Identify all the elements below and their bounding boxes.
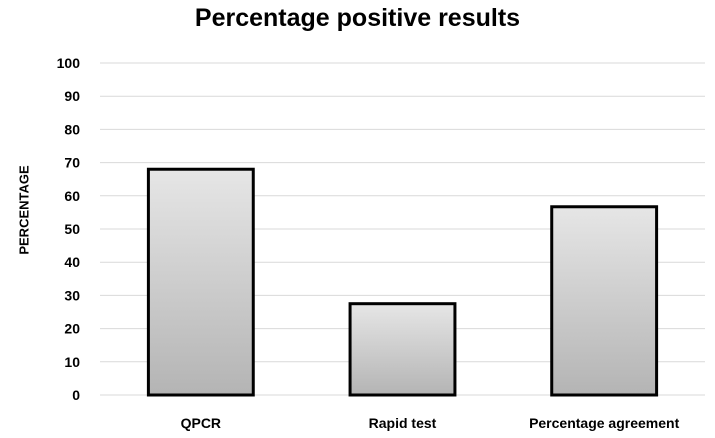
y-tick-label: 60 (64, 188, 80, 204)
y-tick-label: 50 (64, 221, 80, 237)
y-tick-label: 40 (64, 254, 80, 270)
chart-title: Percentage positive results (194, 4, 521, 32)
x-tick-label: Rapid test (369, 415, 437, 431)
x-tick-labels: QPCR Rapid test Percentage agreement (181, 415, 680, 431)
bar-qpcr (146, 167, 255, 397)
y-tick-label: 100 (57, 55, 81, 71)
x-tick-label: Percentage agreement (529, 415, 680, 431)
bar-rapid-test (348, 302, 457, 397)
y-tick-label: 0 (72, 387, 80, 403)
y-tick-label: 10 (64, 354, 80, 370)
bars (146, 167, 659, 397)
bar-percentage-agreement (550, 205, 659, 397)
x-tick-label: QPCR (181, 415, 221, 431)
y-tick-label: 90 (64, 88, 80, 104)
y-tick-label: 80 (64, 121, 80, 137)
y-tick-label: 30 (64, 287, 80, 303)
y-tick-labels: 0 10 20 30 40 50 60 70 80 90 100 (57, 55, 81, 403)
y-tick-label: 20 (64, 321, 80, 337)
y-tick-label: 70 (64, 155, 80, 171)
